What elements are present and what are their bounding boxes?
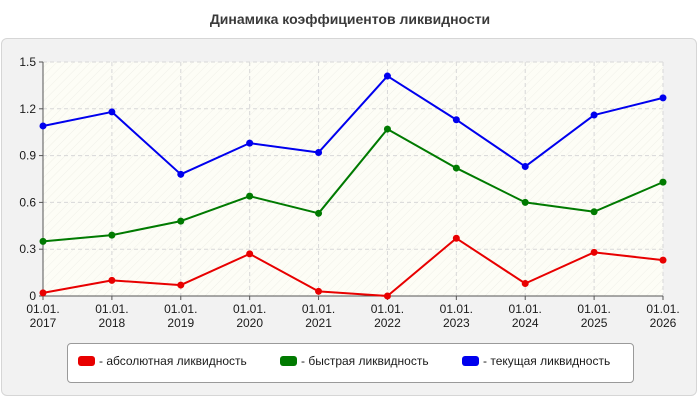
data-point — [39, 237, 47, 245]
data-point — [39, 289, 47, 297]
legend-swatch-red — [78, 356, 95, 366]
data-point — [315, 287, 323, 295]
data-point — [452, 164, 460, 172]
y-tick-label: 0 — [29, 289, 36, 303]
data-point — [383, 125, 391, 133]
data-point — [659, 94, 667, 102]
x-tick-label: 01.01. 2026 — [646, 302, 679, 330]
y-tick-label: 0.3 — [19, 242, 36, 256]
data-point — [383, 292, 391, 300]
data-point — [521, 198, 529, 206]
data-point — [452, 116, 460, 124]
data-point — [383, 72, 391, 80]
legend-item-current[interactable]: - текущая ликвидность — [462, 354, 610, 368]
plot-area — [43, 62, 663, 296]
data-point — [315, 148, 323, 156]
data-point — [108, 108, 116, 116]
data-point — [590, 208, 598, 216]
data-point — [177, 281, 185, 289]
data-point — [521, 280, 529, 288]
data-point — [246, 139, 254, 147]
x-tick-label: 01.01. 2017 — [26, 302, 59, 330]
data-point — [659, 178, 667, 186]
legend: - абсолютная ликвидность - быстрая ликви… — [67, 343, 634, 383]
legend-item-quick[interactable]: - быстрая ликвидность — [280, 354, 429, 368]
x-tick-label: 01.01. 2018 — [95, 302, 128, 330]
x-tick-label: 01.01. 2023 — [440, 302, 473, 330]
chart-title: Динамика коэффициентов ликвидности — [209, 11, 491, 27]
data-point — [177, 170, 185, 178]
legend-item-absolute[interactable]: - абсолютная ликвидность — [78, 354, 247, 368]
data-point — [521, 163, 529, 171]
data-point — [590, 111, 598, 119]
data-point — [246, 250, 254, 258]
series-line-2 — [42, 75, 664, 176]
data-point — [108, 276, 116, 284]
y-tick-label: 0.9 — [19, 149, 36, 163]
y-tick-label: 1.5 — [19, 55, 36, 69]
legend-label: - абсолютная ликвидность — [99, 354, 247, 368]
data-point — [246, 192, 254, 200]
series-line-0 — [42, 237, 664, 297]
data-point — [659, 256, 667, 264]
data-point — [452, 234, 460, 242]
legend-swatch-blue — [462, 356, 479, 366]
x-tick-label: 01.01. 2020 — [233, 302, 266, 330]
x-tick-label: 01.01. 2022 — [371, 302, 404, 330]
x-tick-label: 01.01. 2024 — [509, 302, 542, 330]
y-tick-label: 0.6 — [19, 195, 36, 209]
series-line-1 — [42, 128, 664, 243]
legend-label: - текущая ликвидность — [483, 354, 611, 368]
y-tick-label: 1.2 — [19, 102, 36, 116]
data-point — [590, 248, 598, 256]
data-point — [315, 209, 323, 217]
x-tick-label: 01.01. 2025 — [577, 302, 610, 330]
data-point — [39, 122, 47, 130]
legend-swatch-green — [280, 356, 297, 366]
legend-label: - быстрая ликвидность — [301, 354, 429, 368]
data-point — [177, 217, 185, 225]
x-tick-label: 01.01. 2021 — [302, 302, 335, 330]
x-tick-label: 01.01. 2019 — [164, 302, 197, 330]
data-point — [108, 231, 116, 239]
